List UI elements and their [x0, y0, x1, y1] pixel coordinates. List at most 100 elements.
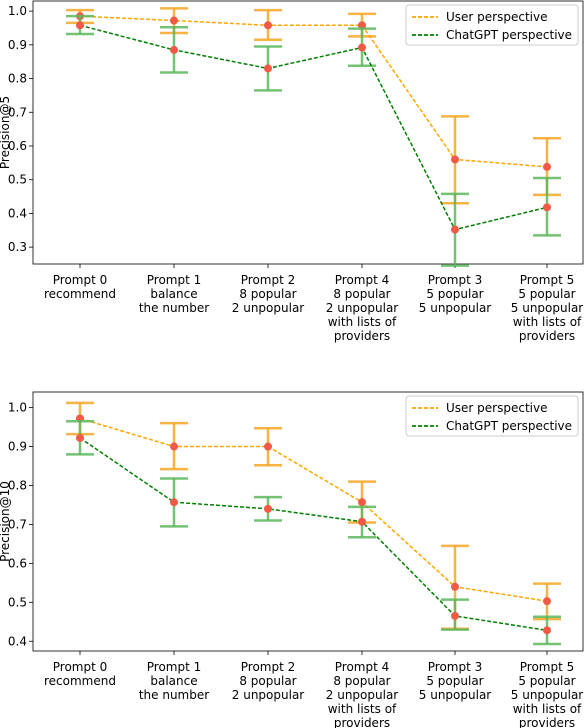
- x-tick-label-line: with lists of: [513, 702, 582, 716]
- x-tick-label-line: 5 popular: [518, 287, 575, 301]
- x-tick-label-line: Prompt 1: [147, 273, 202, 287]
- x-tick-label-line: 2 unpopular: [232, 688, 305, 702]
- x-tick-label-line: with lists of: [328, 702, 397, 716]
- x-tick-label-line: Prompt 2: [241, 660, 296, 674]
- plot-frame: [32, 391, 584, 652]
- y-tick-label: 0.4: [8, 206, 27, 220]
- legend-label: User perspective: [446, 401, 547, 415]
- data-point: [451, 225, 459, 234]
- data-point: [543, 597, 551, 606]
- series-user: [66, 7, 561, 205]
- x-tick-label-line: Prompt 1: [147, 660, 202, 674]
- x-tick-label-line: recommend: [44, 287, 116, 301]
- y-tick-label: 0.9: [8, 440, 27, 454]
- y-tick-label: 1.0: [8, 4, 27, 18]
- y-tick-label: 0.8: [8, 478, 27, 492]
- data-point: [170, 442, 178, 451]
- x-tick-label-line: 5 unpopular: [419, 301, 492, 315]
- x-tick-label: Prompt 1 balance the number: [139, 273, 209, 315]
- data-point: [543, 162, 551, 171]
- y-tick-label: 0.6: [8, 139, 27, 153]
- y-tick-label: 0.7: [8, 105, 27, 119]
- data-point: [358, 517, 366, 526]
- x-tick-label-line: 8 popular: [239, 674, 296, 688]
- chart-1: 1.0 0.9 0.8 0.7 0.6 0.5 0.4 0.3 Precision@5 Promp…: [0, 0, 584, 343]
- x-tick-label: Prompt 1 balance the number: [139, 660, 209, 702]
- y-tick-label: 0.9: [8, 38, 27, 52]
- y-tick-label: 0.8: [8, 72, 27, 86]
- series-chatgpt: [66, 14, 561, 267]
- data-point: [170, 16, 178, 25]
- y-tick-label: 0.7: [8, 517, 27, 531]
- x-tick-label-line: balance: [150, 287, 197, 301]
- legend-box: [405, 395, 579, 437]
- x-tick-label-line: providers: [334, 329, 390, 343]
- x-tick-label-line: the number: [139, 688, 209, 702]
- y-tick-label: 0.5: [8, 173, 27, 187]
- x-tick-label-line: 2 unpopular: [326, 301, 399, 315]
- chart-2: 1.0 0.9 0.8 0.7 0.6 0.5 0.4 Precision@10 Prompt …: [0, 391, 584, 728]
- series-user: [66, 401, 561, 631]
- plot-frame: [32, 0, 584, 265]
- data-point: [358, 21, 366, 30]
- legend: User perspective ChatGPT perspective: [405, 395, 579, 437]
- legend-label: ChatGPT perspective: [446, 419, 572, 433]
- x-tick-label-line: Prompt 4: [335, 273, 390, 287]
- series-line: [79, 437, 548, 632]
- data-point: [543, 626, 551, 635]
- x-tick-label-line: Prompt 0: [53, 660, 108, 674]
- x-tick-label: Prompt 0 recommend: [44, 273, 116, 301]
- x-tick-label-line: 5 unpopular: [511, 301, 584, 315]
- data-point: [358, 498, 366, 507]
- legend: User perspective ChatGPT perspective: [405, 4, 579, 46]
- x-tick-label-line: 5 popular: [518, 674, 575, 688]
- x-tick-label-line: providers: [519, 329, 575, 343]
- data-point: [451, 155, 459, 164]
- y-axis-title: Precision@10: [0, 481, 12, 562]
- x-tick-label-line: the number: [139, 301, 209, 315]
- y-tick-label: 0.6: [8, 556, 27, 570]
- y-tick-label: 1.0: [8, 401, 27, 415]
- y-tick-label: 0.4: [8, 634, 27, 648]
- data-point: [76, 433, 84, 442]
- x-tick-label-line: 5 unpopular: [511, 688, 584, 702]
- data-point: [76, 21, 84, 30]
- series-line: [79, 417, 548, 602]
- data-point: [170, 498, 178, 507]
- x-tick-label-line: Prompt 5: [520, 660, 575, 674]
- legend-label: ChatGPT perspective: [446, 28, 572, 42]
- legend-label: User perspective: [446, 10, 547, 24]
- data-point: [543, 203, 551, 212]
- x-tick-label-line: providers: [519, 716, 575, 728]
- y-tick-label: 0.3: [8, 240, 27, 254]
- x-tick-label-line: Prompt 3: [428, 660, 483, 674]
- legend-box: [405, 4, 579, 46]
- data-point: [451, 611, 459, 620]
- series-line: [79, 15, 548, 168]
- x-tick-label-line: Prompt 4: [335, 660, 390, 674]
- x-tick-label-line: providers: [334, 716, 390, 728]
- series-line: [79, 24, 548, 231]
- data-point: [170, 45, 178, 54]
- y-axis-title: Precision@5: [0, 96, 12, 169]
- x-tick-label-line: Prompt 5: [520, 273, 575, 287]
- x-tick-label-line: recommend: [44, 674, 116, 688]
- x-tick-label-line: Prompt 2: [241, 273, 296, 287]
- data-point: [264, 21, 272, 30]
- series-chatgpt: [66, 419, 561, 646]
- x-tick-label-line: 8 popular: [333, 674, 390, 688]
- data-point: [264, 504, 272, 513]
- x-tick-label-line: balance: [150, 674, 197, 688]
- x-tick-label-line: 5 unpopular: [419, 688, 492, 702]
- x-tick-label-line: 2 unpopular: [326, 688, 399, 702]
- y-tick-label: 0.5: [8, 595, 27, 609]
- x-tick-label-line: Prompt 0: [53, 273, 108, 287]
- x-tick-label-line: with lists of: [328, 315, 397, 329]
